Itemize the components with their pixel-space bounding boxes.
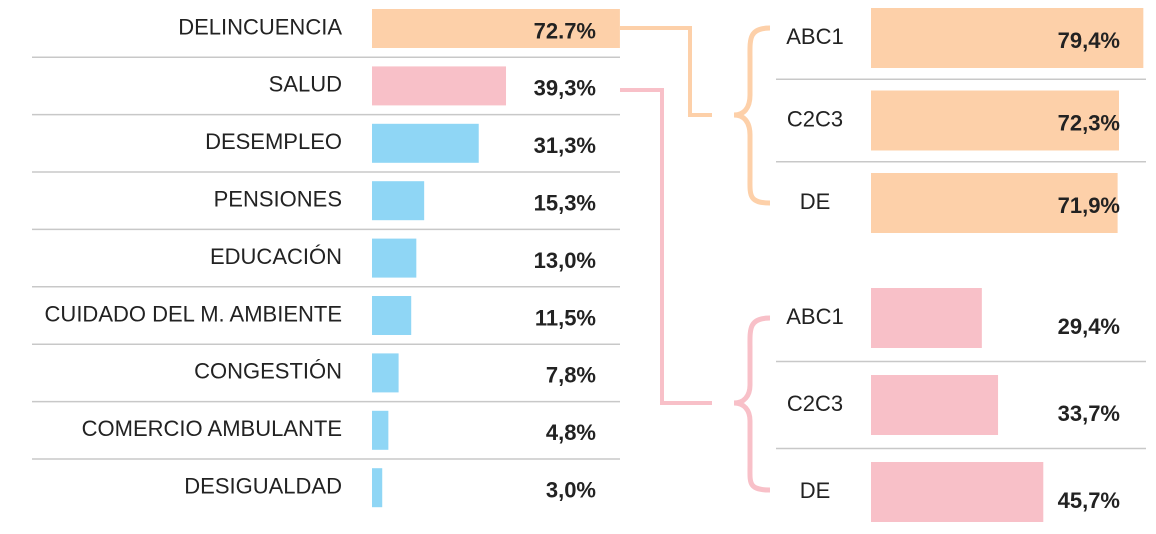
category-label: DELINCUENCIA: [178, 14, 342, 39]
bar: [372, 9, 620, 48]
category-label: C2C3: [787, 106, 843, 131]
category-label: DESEMPLEO: [205, 129, 342, 154]
bar: [871, 173, 1118, 233]
value-label: 79,4%: [1058, 28, 1120, 53]
value-label: 45,7%: [1058, 488, 1120, 513]
bar: [871, 462, 1044, 522]
category-label: ABC1: [786, 304, 843, 329]
brace: [733, 315, 771, 493]
value-label: 72.7%: [534, 18, 596, 43]
category-label: EDUCACIÓN: [210, 244, 342, 269]
value-label: 3,0%: [546, 478, 596, 503]
category-label: SALUD: [269, 72, 342, 97]
brace: [733, 25, 771, 206]
value-label: 15,3%: [534, 191, 596, 216]
value-label: 4,8%: [546, 420, 596, 445]
bar: [372, 66, 507, 106]
category-label: COMERCIO AMBULANTE: [82, 416, 342, 441]
category-label: CUIDADO DEL M. AMBIENTE: [45, 301, 342, 326]
category-label: CONGESTIÓN: [194, 359, 342, 384]
value-label: 72,3%: [1058, 110, 1120, 135]
connector: [620, 26, 712, 117]
bar: [372, 181, 425, 221]
bar: [372, 123, 479, 163]
bar: [372, 468, 383, 508]
bar: [372, 353, 399, 393]
value-label: 39,3%: [534, 76, 596, 101]
value-label: 7,8%: [546, 363, 596, 388]
value-label: 29,4%: [1058, 314, 1120, 339]
category-label: C2C3: [787, 391, 843, 416]
category-label: DE: [800, 189, 831, 214]
value-label: 13,0%: [534, 248, 596, 273]
category-label: DE: [800, 478, 831, 503]
category-label: ABC1: [786, 24, 843, 49]
value-label: 31,3%: [534, 133, 596, 158]
bar: [372, 296, 412, 335]
bar: [871, 288, 982, 348]
connector: [620, 88, 712, 405]
category-label: DESIGUALDAD: [184, 474, 342, 499]
bar: [372, 410, 389, 450]
value-label: 11,5%: [535, 305, 596, 330]
bar: [372, 238, 417, 278]
value-label: 33,7%: [1058, 401, 1120, 426]
bar: [871, 8, 1144, 68]
bar: [871, 90, 1119, 151]
value-label: 71,9%: [1058, 193, 1120, 218]
category-label: PENSIONES: [214, 187, 342, 212]
bar: [871, 375, 999, 435]
